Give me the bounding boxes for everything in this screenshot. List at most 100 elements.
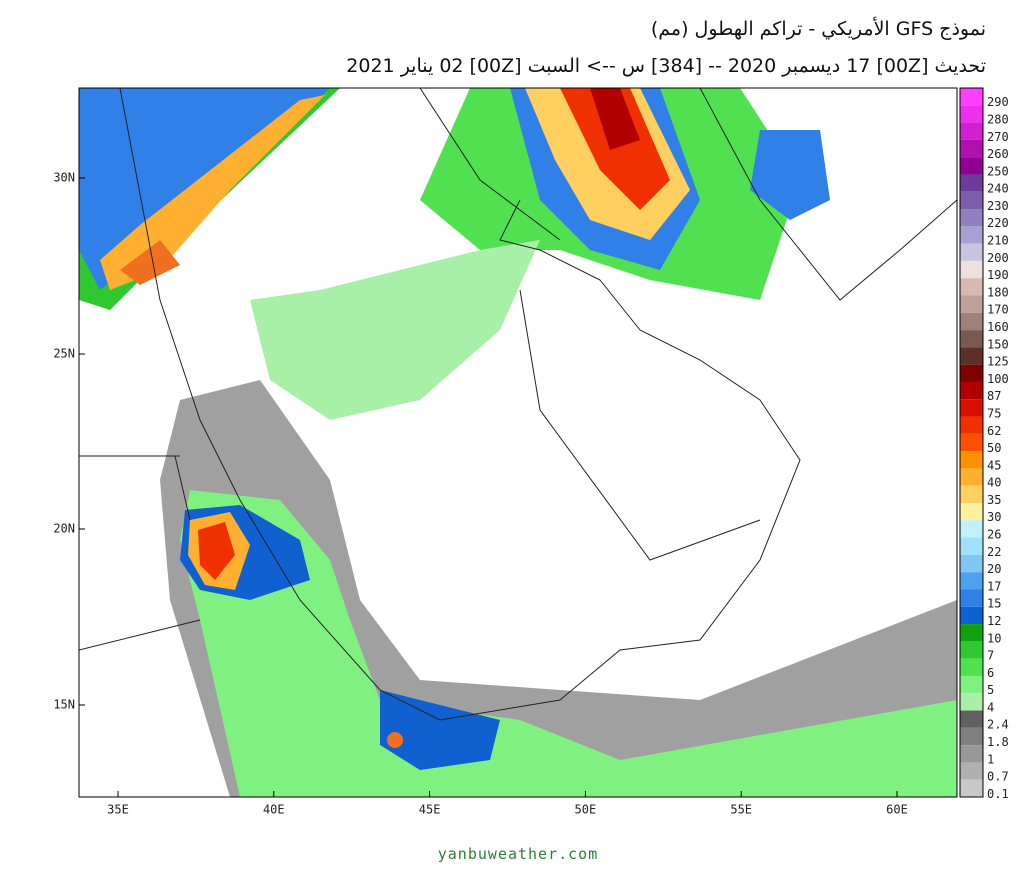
- lat-label: 25N: [53, 347, 75, 361]
- colorbar-label: 40: [987, 476, 1001, 490]
- lat-label: 15N: [53, 698, 75, 712]
- colorbar-label: 17: [987, 579, 1001, 593]
- colorbar-swatch: [960, 209, 983, 227]
- colorbar-label: 150: [987, 337, 1009, 351]
- colorbar-label: 22: [987, 545, 1001, 559]
- lat-label: 30N: [53, 171, 75, 185]
- colorbar-swatch: [960, 278, 983, 296]
- lon-label: 45E: [419, 803, 441, 817]
- colorbar-swatch: [960, 658, 983, 676]
- colorbar-swatch: [960, 537, 983, 555]
- lon-label: 40E: [263, 803, 285, 817]
- colorbar-swatch: [960, 191, 983, 210]
- colorbar-swatch: [960, 243, 983, 261]
- colorbar-label: 75: [987, 406, 1001, 420]
- map-frame: [78, 87, 958, 798]
- colorbar-label: 1: [987, 752, 994, 766]
- colorbar-swatch: [960, 554, 983, 573]
- precip-field: [79, 88, 957, 797]
- colorbar-label: 26: [987, 528, 1001, 542]
- lat-label: 20N: [53, 522, 75, 536]
- colorbar-swatch: [960, 260, 983, 279]
- lon-label: 55E: [730, 803, 752, 817]
- map-figure: 30N 25N 20N 15N 35E 40E 45E 50E 55E 60E 290 280 270 2…: [53, 87, 1009, 817]
- colorbar-frame: [959, 87, 984, 798]
- colorbar-label: 15: [987, 597, 1001, 611]
- colorbar-label: 190: [987, 268, 1009, 282]
- subtitle: تحديث [00Z] 17 ديسمبر 2020 -- [384] س --…: [346, 55, 986, 77]
- colorbar-swatch: [960, 139, 983, 158]
- colorbar-label: 5: [987, 683, 994, 697]
- colorbar-label: 260: [987, 147, 1009, 161]
- colorbar-label: 12: [987, 614, 1001, 628]
- colorbar-swatch: [960, 624, 983, 642]
- title: نموذج GFS الأمريكي - تراكم الهطول (مم): [650, 18, 986, 40]
- colorbar-label: 30: [987, 510, 1001, 524]
- colorbar-label: 0.7: [987, 770, 1009, 784]
- colorbar-label: 4: [987, 700, 994, 714]
- colorbar-label: 62: [987, 424, 1001, 438]
- colorbar-swatch: [960, 433, 983, 452]
- colorbar-label: 1.8: [987, 735, 1009, 749]
- colorbar-label: 230: [987, 199, 1009, 213]
- colorbar-swatch: [960, 330, 983, 348]
- colorbar-label: 50: [987, 441, 1001, 455]
- colorbar-label: 270: [987, 130, 1009, 144]
- footer: yanbuweather.com: [437, 845, 599, 863]
- colorbar-label: 0.1: [987, 787, 1009, 801]
- colorbar-swatch: [960, 520, 983, 538]
- borders: [79, 88, 957, 721]
- colorbar-swatch: [960, 122, 983, 140]
- colorbar-label: 125: [987, 355, 1009, 369]
- colorbar-label: 20: [987, 562, 1001, 576]
- colorbar-swatch: [960, 451, 983, 469]
- lon-label: 35E: [107, 803, 129, 817]
- colorbar-swatch: [960, 485, 983, 504]
- lon-label: 50E: [575, 803, 597, 817]
- colorbar-swatch: [960, 88, 983, 106]
- colorbar-label: 10: [987, 631, 1001, 645]
- colorbar-swatch: [960, 589, 983, 607]
- colorbar-swatch: [960, 416, 983, 434]
- map: [78, 87, 958, 798]
- colorbar-swatch: [960, 105, 983, 123]
- colorbar-swatch: [960, 710, 983, 728]
- colorbar-swatch: [960, 295, 983, 313]
- colorbar-label: 100: [987, 372, 1009, 386]
- colorbar-label: 35: [987, 493, 1001, 507]
- colorbar-swatch: [960, 675, 983, 694]
- colorbar-label: 200: [987, 251, 1009, 265]
- colorbar-label: 2.4: [987, 718, 1009, 732]
- colorbar-label: 290: [987, 95, 1009, 109]
- colorbar-swatch: [960, 468, 983, 486]
- colorbar-label: 160: [987, 320, 1009, 334]
- colorbar-swatch: [960, 779, 983, 797]
- colorbar-label: 7: [987, 649, 994, 663]
- colorbar-swatch: [960, 381, 983, 400]
- colorbar-label: 87: [987, 389, 1001, 403]
- lon-label: 60E: [886, 803, 908, 817]
- colorbar-label: 210: [987, 234, 1009, 248]
- colorbar-swatch: [960, 503, 983, 521]
- colorbar-swatch: [960, 641, 983, 659]
- colorbar-label: 45: [987, 458, 1001, 472]
- colorbar-swatch: [960, 399, 983, 417]
- colorbar-swatch: [960, 174, 983, 192]
- colorbar-label: 240: [987, 182, 1009, 196]
- colorbar-swatch: [960, 572, 983, 590]
- colorbar-swatch: [960, 606, 983, 625]
- colorbar-label: 180: [987, 285, 1009, 299]
- colorbar-swatch: [960, 364, 983, 382]
- colorbar-swatch: [960, 762, 983, 780]
- colorbar-label: 6: [987, 666, 994, 680]
- colorbar-swatch: [960, 226, 983, 244]
- colorbar-label: 170: [987, 303, 1009, 317]
- colorbar-label: 280: [987, 112, 1009, 126]
- colorbar-swatch: [960, 693, 983, 711]
- colorbar-swatch: [960, 745, 983, 763]
- colorbar-swatch: [960, 727, 983, 746]
- colorbar-label: 220: [987, 216, 1009, 230]
- colorbar-label: 250: [987, 164, 1009, 178]
- colorbar-swatch: [960, 347, 983, 365]
- colorbar-swatch: [960, 312, 983, 331]
